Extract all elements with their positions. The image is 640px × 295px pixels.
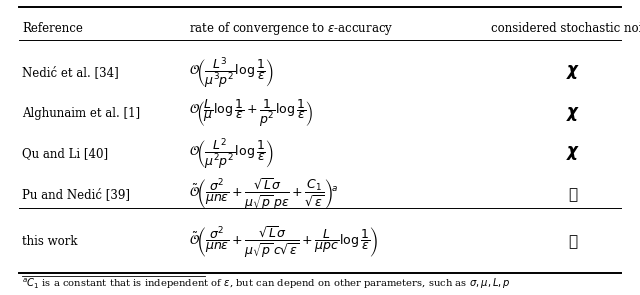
Text: Reference: Reference <box>22 22 83 35</box>
Text: $\tilde{\mathcal{O}}\!\left(\dfrac{\sigma^2}{\mu n\varepsilon}+\dfrac{\sqrt{L}\s: $\tilde{\mathcal{O}}\!\left(\dfrac{\sigm… <box>189 177 339 212</box>
Text: considered stochastic noise: considered stochastic noise <box>491 22 640 35</box>
Text: $\mathcal{O}\!\left(\dfrac{L^2}{\mu^2 p^2}\log\dfrac{1}{\varepsilon}\right)$: $\mathcal{O}\!\left(\dfrac{L^2}{\mu^2 p^… <box>189 136 274 171</box>
Text: ${}^{a}C_1$ is a constant that is independent of $\varepsilon$, but can depend o: ${}^{a}C_1$ is a constant that is indepe… <box>22 277 511 291</box>
Text: this work: this work <box>22 235 78 248</box>
Text: $\tilde{\mathcal{O}}\!\left(\dfrac{\sigma^2}{\mu n\varepsilon}+\dfrac{\sqrt{L}\s: $\tilde{\mathcal{O}}\!\left(\dfrac{\sigm… <box>189 224 378 260</box>
Text: Pu and Nedić [39]: Pu and Nedić [39] <box>22 188 131 201</box>
Text: rate of convergence to $\epsilon$-accuracy: rate of convergence to $\epsilon$-accura… <box>189 19 393 37</box>
Text: $\mathcal{O}\!\left(\dfrac{L}{\mu}\log\dfrac{1}{\varepsilon}+\dfrac{1}{p^2}\log\: $\mathcal{O}\!\left(\dfrac{L}{\mu}\log\d… <box>189 98 314 129</box>
Text: Qu and Li [40]: Qu and Li [40] <box>22 147 109 160</box>
Text: Alghunaim et al. [1]: Alghunaim et al. [1] <box>22 107 141 120</box>
Text: ✓: ✓ <box>568 235 577 249</box>
Text: $\mathcal{O}\!\left(\dfrac{L^3}{\mu^3 p^2}\log\dfrac{1}{\varepsilon}\right)$: $\mathcal{O}\!\left(\dfrac{L^3}{\mu^3 p^… <box>189 55 274 90</box>
Text: $\boldsymbol{\chi}$: $\boldsymbol{\chi}$ <box>566 144 580 163</box>
Text: ✓: ✓ <box>568 188 577 202</box>
Text: $\boldsymbol{\chi}$: $\boldsymbol{\chi}$ <box>566 104 580 123</box>
Text: $\boldsymbol{\chi}$: $\boldsymbol{\chi}$ <box>566 63 580 81</box>
Text: Nedić et al. [34]: Nedić et al. [34] <box>22 66 119 79</box>
